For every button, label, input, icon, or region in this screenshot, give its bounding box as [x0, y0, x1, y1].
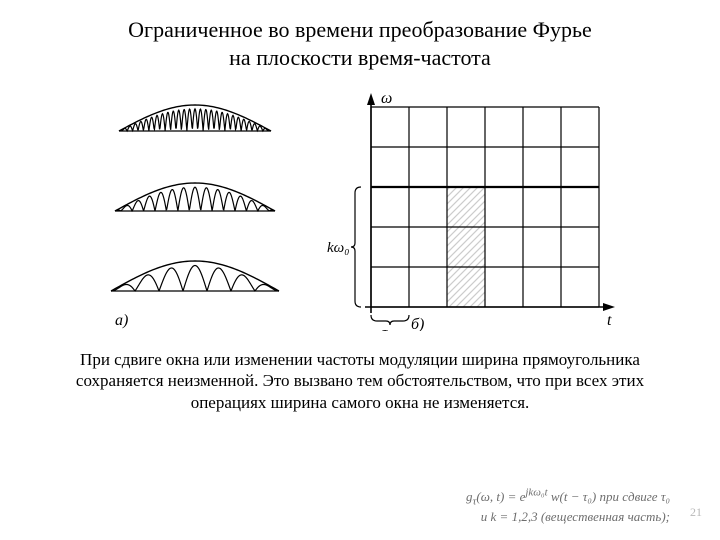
svg-text:б): б): [411, 316, 424, 331]
svg-text:а): а): [115, 312, 128, 329]
figure-a: а): [95, 81, 295, 331]
formula-line1: gτ(ω, t) = ejkω₀t w(t − τ₀) при сдвиге τ…: [466, 489, 670, 504]
svg-text:kω₀: kω₀: [327, 240, 349, 256]
svg-text:t: t: [607, 312, 612, 329]
page-title: Ограниченное во времени преобразование Ф…: [30, 16, 690, 71]
title-line1: Ограниченное во времени преобразование Ф…: [128, 17, 592, 42]
formula-line2: u k = 1,2,3 (вещественная часть);: [481, 509, 670, 524]
title-line2: на плоскости время-частота: [229, 45, 491, 70]
figures-row: а) kω₀ τ₀ ω t б): [30, 81, 690, 331]
svg-text:ω: ω: [381, 90, 392, 107]
svg-text:τ₀: τ₀: [382, 325, 393, 331]
figure-b: kω₀ τ₀ ω t б): [325, 81, 625, 331]
body-text: При сдвиге окна или изменении частоты мо…: [60, 349, 660, 413]
page-number: 21: [690, 505, 702, 520]
formula-block: gτ(ω, t) = ejkω₀t w(t − τ₀) при сдвиге τ…: [466, 486, 670, 526]
